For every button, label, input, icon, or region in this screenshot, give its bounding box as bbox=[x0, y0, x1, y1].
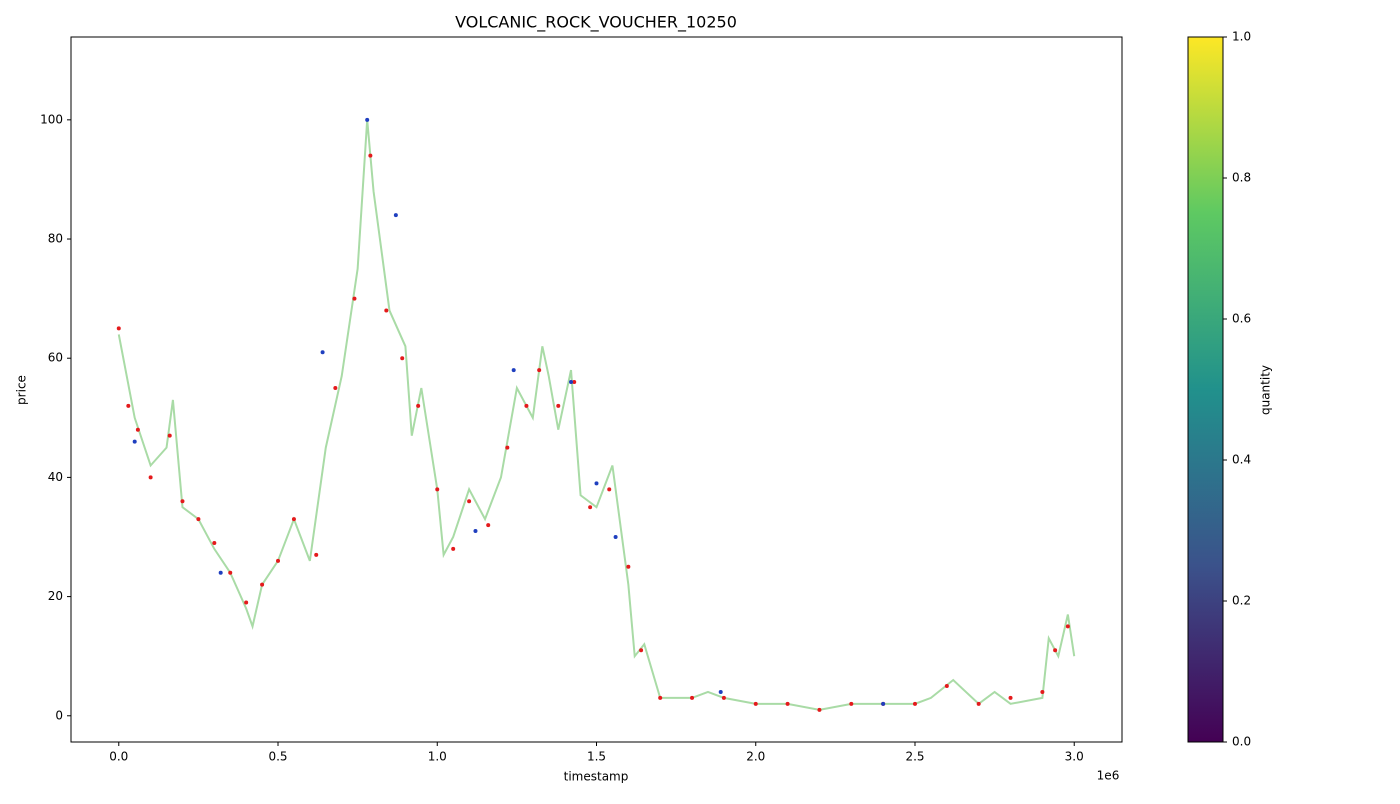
trade-point bbox=[556, 403, 561, 408]
colorbar-tick-label: 0.8 bbox=[1232, 171, 1251, 185]
trade-point bbox=[393, 213, 398, 218]
trade-point bbox=[400, 356, 405, 361]
trade-point bbox=[126, 403, 131, 408]
y-tick-label: 100 bbox=[40, 112, 63, 126]
y-tick-label: 60 bbox=[48, 351, 63, 365]
trade-point bbox=[511, 368, 516, 373]
colorbar-tick-label: 1.0 bbox=[1232, 30, 1251, 44]
trade-point bbox=[607, 487, 612, 492]
x-tick-label: 1.0 bbox=[428, 750, 447, 764]
y-tick-label: 20 bbox=[48, 589, 63, 603]
trade-point bbox=[368, 153, 373, 158]
trade-point bbox=[626, 564, 631, 569]
trade-point bbox=[180, 499, 185, 504]
trade-point bbox=[148, 475, 153, 480]
trade-point bbox=[116, 326, 121, 331]
trade-point bbox=[505, 445, 510, 450]
colorbar-tick-label: 0.4 bbox=[1232, 453, 1251, 467]
x-offset-label: 1e6 bbox=[1097, 769, 1120, 783]
x-tick-label: 0.0 bbox=[109, 750, 128, 764]
trade-point bbox=[473, 529, 478, 534]
trade-point bbox=[467, 499, 472, 504]
colorbar-tick-label: 0.0 bbox=[1232, 735, 1251, 749]
trade-point bbox=[132, 439, 137, 444]
trade-point bbox=[524, 403, 529, 408]
trade-point bbox=[451, 546, 456, 551]
trade-point bbox=[365, 117, 370, 122]
trade-point bbox=[569, 380, 574, 385]
trade-point bbox=[228, 570, 233, 575]
trade-point bbox=[594, 481, 599, 486]
x-tick-label: 3.0 bbox=[1065, 750, 1084, 764]
trade-point bbox=[1065, 624, 1070, 629]
trade-point bbox=[486, 523, 491, 528]
trade-point bbox=[613, 534, 618, 539]
trade-point bbox=[1008, 695, 1013, 700]
trade-point bbox=[912, 701, 917, 706]
trade-point bbox=[416, 403, 421, 408]
trade-point bbox=[718, 689, 723, 694]
trade-point bbox=[572, 380, 577, 385]
trade-point bbox=[167, 433, 172, 438]
trade-point bbox=[333, 386, 338, 391]
colorbar-tick-label: 0.2 bbox=[1232, 594, 1251, 608]
trade-point bbox=[1040, 689, 1045, 694]
trade-point bbox=[849, 701, 854, 706]
y-tick-label: 80 bbox=[48, 232, 63, 246]
trade-point bbox=[537, 368, 542, 373]
trade-point bbox=[658, 695, 663, 700]
trade-point bbox=[690, 695, 695, 700]
trade-point bbox=[384, 308, 389, 313]
trade-point bbox=[785, 701, 790, 706]
trade-point bbox=[352, 296, 357, 301]
trade-point bbox=[244, 600, 249, 605]
trade-point bbox=[721, 695, 726, 700]
trade-point bbox=[260, 582, 265, 587]
trade-point bbox=[881, 701, 886, 706]
trade-point bbox=[320, 350, 325, 355]
y-axis-label: price bbox=[15, 375, 29, 405]
trade-point bbox=[976, 701, 981, 706]
price-line bbox=[117, 119, 1076, 711]
trade-point bbox=[135, 427, 140, 432]
x-tick-label: 2.0 bbox=[746, 750, 765, 764]
trade-point bbox=[291, 517, 296, 522]
plot-frame bbox=[70, 36, 1123, 743]
trade-point bbox=[435, 487, 440, 492]
trade-point bbox=[753, 701, 758, 706]
x-tick-label: 0.5 bbox=[268, 750, 287, 764]
y-tick-label: 0 bbox=[55, 708, 63, 722]
x-tick-label: 2.5 bbox=[905, 750, 924, 764]
trade-point bbox=[314, 552, 319, 557]
trade-point bbox=[276, 558, 281, 563]
x-tick-label: 1.5 bbox=[587, 750, 606, 764]
trade-point bbox=[639, 648, 644, 653]
y-tick-label: 40 bbox=[48, 470, 63, 484]
trade-point bbox=[196, 517, 201, 522]
x-axis-label: timestamp bbox=[564, 770, 629, 784]
trade-point bbox=[218, 570, 223, 575]
colorbar-label: quantity bbox=[1259, 365, 1273, 415]
colorbar bbox=[1187, 36, 1224, 743]
chart-title: VOLCANIC_ROCK_VOUCHER_10250 bbox=[455, 13, 737, 33]
colorbar-tick-label: 0.6 bbox=[1232, 312, 1251, 326]
trade-point bbox=[1053, 648, 1058, 653]
trade-point bbox=[817, 707, 822, 712]
trade-point bbox=[212, 540, 217, 545]
trade-point bbox=[944, 683, 949, 688]
trade-point bbox=[588, 505, 593, 510]
